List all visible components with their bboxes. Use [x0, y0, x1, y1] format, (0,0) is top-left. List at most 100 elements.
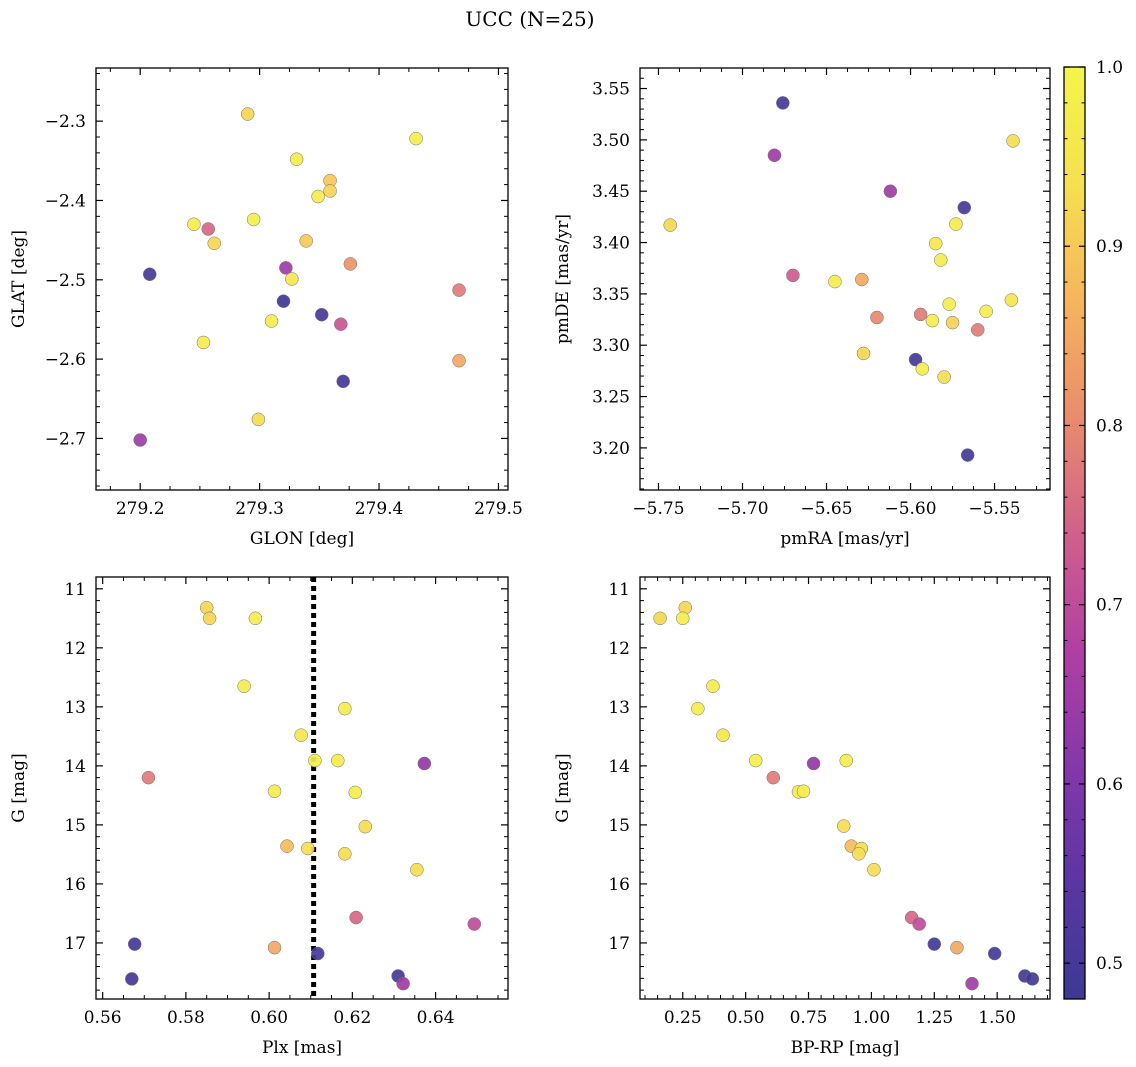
data-point — [979, 304, 993, 319]
data-point — [913, 307, 928, 322]
y-tick-label: 3.40 — [592, 234, 630, 254]
colorbar: 0.5 0.6 0.7 0.8 0.9 1.0 — [1063, 58, 1123, 1000]
y-tick-label: 16 — [608, 875, 630, 895]
data-point — [285, 272, 299, 286]
data-point — [125, 972, 139, 986]
x-tick-label: −5.60 — [884, 499, 936, 519]
x-tick-label: 0.58 — [167, 1008, 205, 1028]
panel-plx-g: 0.56 0.58 0.60 0.62 0.64 11 12 13 14 15 16 17 Plx [m… — [9, 576, 509, 1058]
x-tick-label: 1.50 — [978, 1008, 1016, 1028]
x-tick-label: 0.60 — [250, 1008, 288, 1028]
figure-title: UCC (N=25) — [465, 7, 594, 31]
x-tick-label: −5.55 — [968, 499, 1020, 519]
data-point — [279, 261, 293, 275]
x-axis-label: pmRA [mas/yr] — [780, 529, 909, 549]
y-tick-label: 15 — [64, 816, 86, 836]
data-point — [202, 611, 217, 626]
data-point — [912, 917, 926, 931]
data-point — [855, 272, 869, 287]
data-point — [338, 847, 352, 861]
data-point — [417, 756, 432, 771]
data-point — [716, 728, 730, 742]
data-point — [706, 679, 720, 693]
y-tick-label: 12 — [608, 639, 630, 659]
y-tick-label: 3.50 — [592, 131, 630, 151]
axes-frame — [639, 576, 1051, 1000]
x-tick-label: 279.3 — [235, 499, 284, 519]
data-point — [927, 937, 942, 951]
data-point — [836, 819, 851, 833]
data-point — [942, 297, 956, 311]
data-point — [915, 362, 930, 376]
axes-frame — [95, 67, 509, 491]
data-point — [142, 267, 157, 281]
colorbar-tick-label: 1.0 — [1096, 58, 1123, 78]
y-axis-label: GLAT [deg] — [9, 230, 29, 328]
data-point — [925, 313, 940, 328]
data-point — [908, 352, 923, 367]
data-point — [240, 107, 255, 121]
y-tick-label: −2.3 — [45, 112, 86, 132]
data-point — [945, 315, 960, 330]
data-point — [766, 770, 781, 785]
y-tick-label: 17 — [64, 934, 86, 954]
y-tick-label: −2.6 — [45, 350, 86, 370]
data-point — [267, 940, 282, 955]
panel-glon-glat: 279.2 279.3 279.4 279.5 −2.3 −2.4 −2.5 −2.6 −2.7… — [9, 67, 523, 549]
data-point — [264, 314, 279, 328]
data-point — [786, 268, 800, 283]
data-point — [806, 756, 821, 771]
data-point — [856, 346, 871, 361]
data-point — [928, 236, 943, 251]
y-axis-label: G [mag] — [9, 753, 29, 822]
colorbar-tick-label: 0.9 — [1096, 237, 1123, 257]
data-point — [246, 212, 261, 227]
x-tick-label: −5.75 — [632, 499, 684, 519]
data-point — [251, 412, 266, 427]
data-point — [301, 841, 315, 856]
data-point — [336, 374, 350, 389]
data-point — [133, 433, 147, 447]
data-point — [196, 335, 211, 350]
data-point — [937, 370, 951, 384]
data-point — [1006, 134, 1020, 148]
y-tick-label: 3.20 — [592, 439, 630, 459]
data-point — [294, 728, 308, 742]
y-tick-label: 13 — [64, 698, 86, 718]
x-tick-label: 0.56 — [84, 1008, 122, 1028]
data-point — [934, 253, 948, 267]
x-axis-label: BP-RP [mag] — [791, 1038, 900, 1058]
x-tick-label: 0.75 — [790, 1008, 828, 1028]
data-point — [663, 218, 677, 232]
x-tick-label: 279.5 — [474, 499, 523, 519]
axes-frame — [95, 576, 509, 1000]
data-point — [396, 976, 410, 991]
y-tick-label: 3.55 — [592, 80, 630, 100]
y-tick-label: 3.35 — [592, 285, 630, 305]
colorbar-tick-label: 0.6 — [1096, 775, 1123, 795]
data-point — [971, 323, 985, 337]
y-tick-label: 14 — [64, 757, 86, 777]
data-point — [987, 946, 1002, 961]
data-point — [867, 862, 881, 877]
x-tick-label: 0.64 — [417, 1008, 455, 1028]
data-point — [280, 839, 294, 853]
y-tick-label: 11 — [64, 580, 86, 600]
data-point — [839, 753, 854, 768]
data-point — [691, 701, 705, 716]
data-point — [1004, 293, 1019, 307]
data-point — [308, 753, 322, 768]
data-point — [267, 784, 282, 798]
data-point — [767, 148, 782, 163]
data-point — [331, 753, 345, 768]
data-point — [1025, 972, 1040, 986]
data-point — [452, 283, 466, 297]
x-axis-label: Plx [mas] — [262, 1038, 342, 1058]
data-point — [334, 317, 348, 331]
data-point — [141, 770, 156, 785]
data-point — [653, 611, 667, 626]
data-point — [127, 937, 142, 951]
panel-bprp-g: 0.25 0.50 0.75 1.00 1.25 1.50 11 12 13 14 15 16 17 BP… — [553, 576, 1051, 1058]
data-point — [248, 611, 263, 626]
x-tick-label: 279.2 — [116, 499, 165, 519]
